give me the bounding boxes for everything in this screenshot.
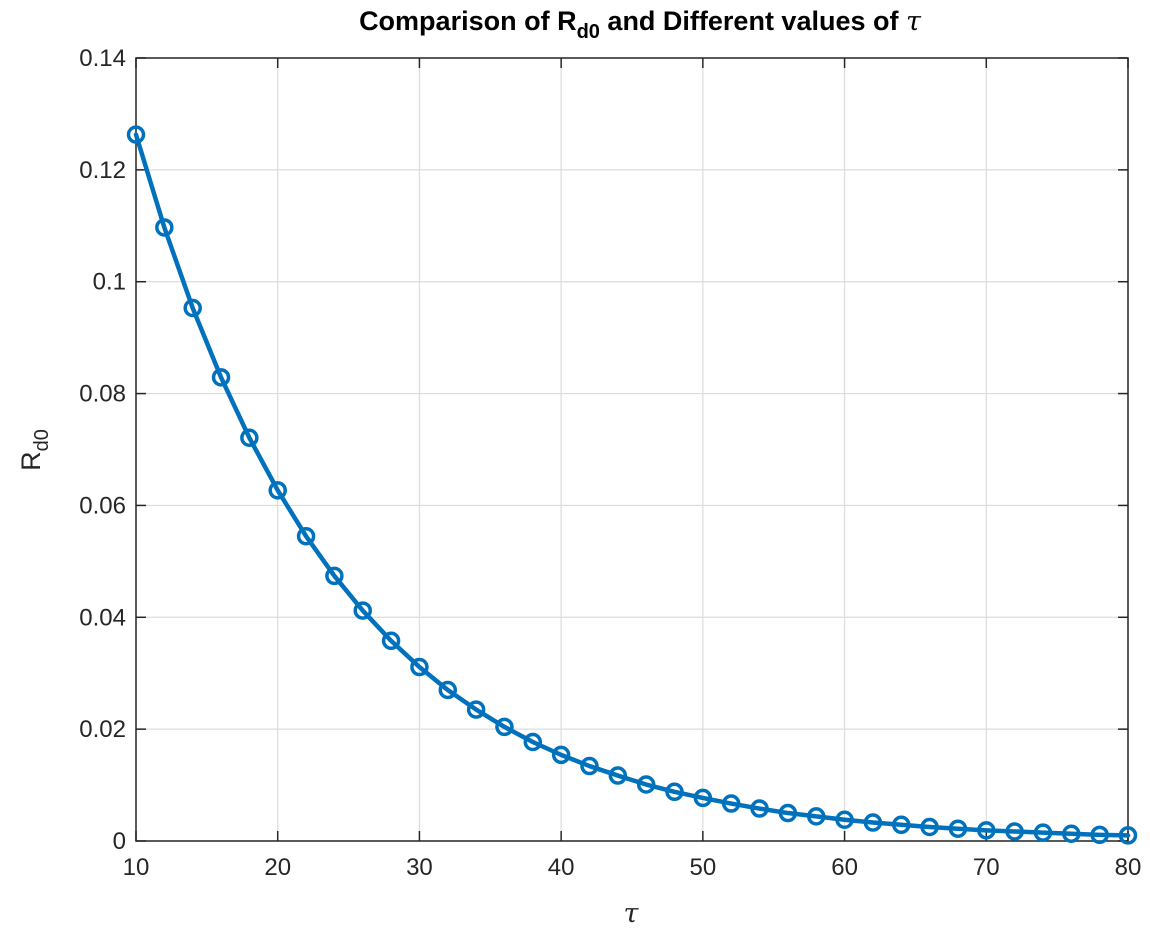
data-point <box>296 526 316 546</box>
data-point <box>721 794 741 813</box>
data-point <box>381 631 401 651</box>
y-axis-label: Rd0 <box>16 429 53 471</box>
y-tick-label: 0.12 <box>79 157 126 184</box>
title-tau-symbol: τ <box>906 6 922 37</box>
data-point <box>1090 825 1109 845</box>
title-middle: and Different values of <box>600 6 906 36</box>
data-point <box>835 810 854 829</box>
data-point <box>636 775 656 794</box>
data-point <box>1062 824 1081 843</box>
x-tick-label: 10 <box>123 854 150 881</box>
data-point <box>608 766 628 785</box>
data-point <box>466 700 486 719</box>
data-point <box>1005 822 1024 841</box>
data-point <box>920 817 939 837</box>
y-axis-label-subscript: d0 <box>31 429 53 451</box>
x-tick-label: 80 <box>1115 854 1142 881</box>
data-point <box>353 601 372 620</box>
x-tick-label: 30 <box>406 854 433 881</box>
x-tick-label: 50 <box>690 854 717 881</box>
x-tick-label: 20 <box>264 854 291 881</box>
x-tick-label: 40 <box>548 854 575 881</box>
x-tick-label: 70 <box>973 854 1000 881</box>
y-axis-label-main: R <box>16 451 46 471</box>
data-point <box>268 481 287 500</box>
data-point <box>977 821 996 840</box>
data-point <box>523 732 543 752</box>
data-point <box>495 717 514 737</box>
y-tick-label: 0.14 <box>79 45 126 72</box>
x-axis-ticks: 10 20 30 40 50 60 70 80 <box>123 58 1142 881</box>
data-point <box>1033 823 1053 842</box>
y-axis-ticks: 0 0.02 0.04 0.06 0.08 0.1 0.12 0.14 <box>79 45 1128 855</box>
data-point <box>892 815 911 835</box>
data-point <box>155 218 174 237</box>
plot-area <box>136 58 1128 841</box>
y-tick-label: 0 <box>113 828 126 855</box>
data-point <box>410 657 429 677</box>
data-point <box>665 782 684 802</box>
y-tick-label: 0.08 <box>79 381 126 408</box>
data-point <box>325 566 344 586</box>
chart-title: Comparison of Rd0 and Different values o… <box>359 6 922 43</box>
data-point <box>1118 826 1138 845</box>
data-point <box>948 819 968 838</box>
data-point <box>693 788 713 808</box>
data-point <box>778 803 798 823</box>
title-subscript: d0 <box>577 21 600 43</box>
series-layer <box>126 125 1138 845</box>
data-point <box>750 799 769 818</box>
data-point <box>126 125 146 144</box>
y-tick-label: 0.04 <box>79 604 126 631</box>
x-tick-label: 60 <box>831 854 858 881</box>
data-point <box>863 813 883 832</box>
data-point <box>211 368 231 387</box>
data-point <box>580 756 599 776</box>
x-axis-label: τ <box>624 898 640 929</box>
axes-box <box>135 57 1129 842</box>
y-tick-label: 0.06 <box>79 492 126 519</box>
data-point <box>551 745 571 765</box>
data-point <box>240 428 259 448</box>
y-gridlines <box>136 57 1128 842</box>
data-point <box>183 298 202 318</box>
title-prefix: Comparison of R <box>359 6 577 36</box>
y-tick-label: 0.1 <box>93 269 126 296</box>
y-tick-label: 0.02 <box>79 716 126 743</box>
data-point <box>806 807 826 826</box>
data-point <box>438 680 458 700</box>
